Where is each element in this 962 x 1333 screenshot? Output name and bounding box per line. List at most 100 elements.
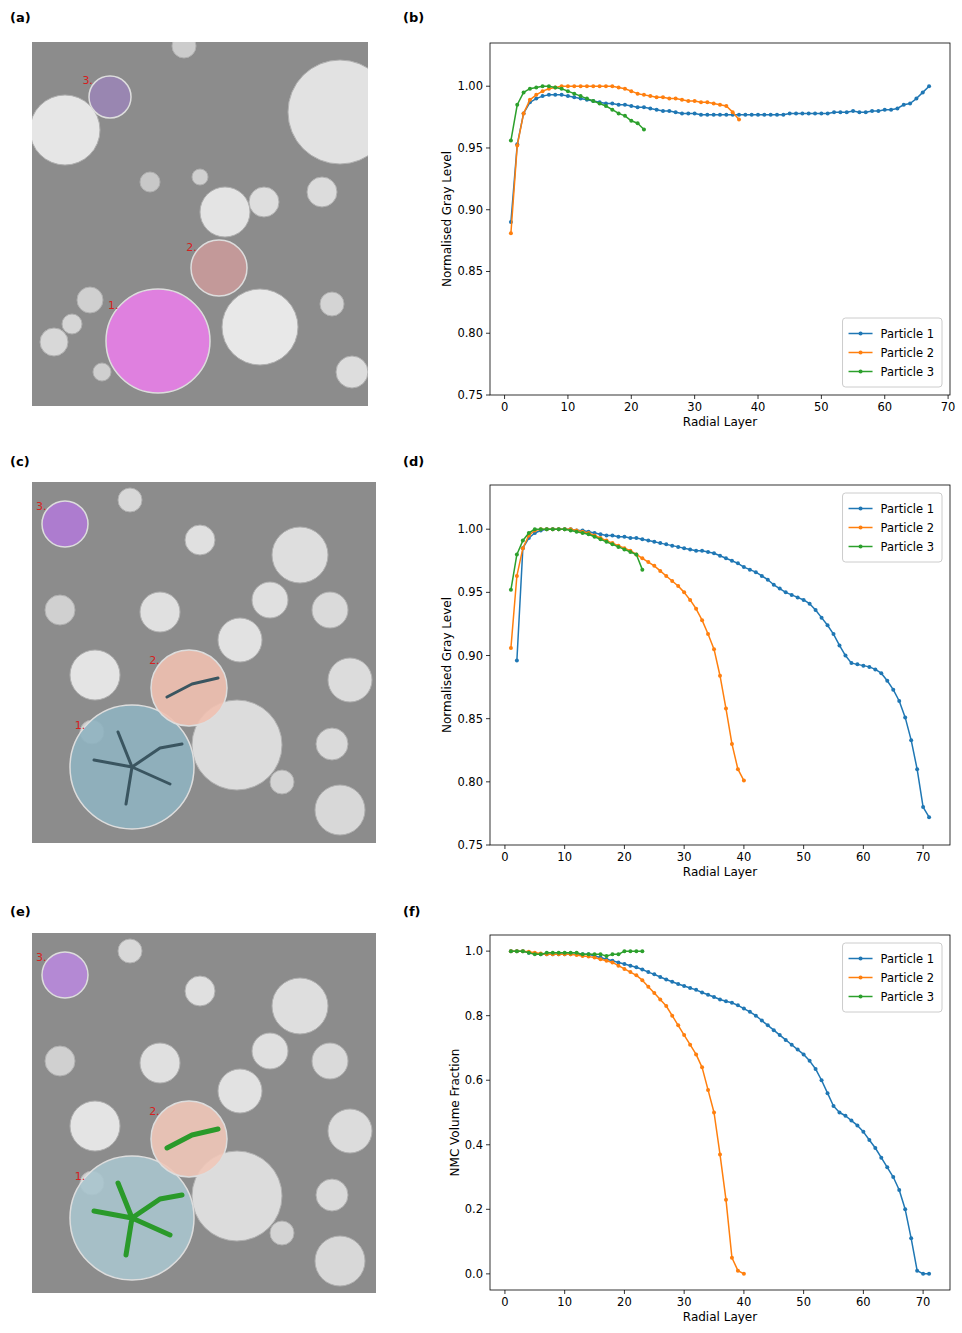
series-marker [915, 767, 919, 771]
legend-swatch-marker [859, 976, 863, 980]
series-marker [623, 103, 627, 107]
series-marker [756, 113, 760, 117]
y-tick [486, 1144, 490, 1145]
series-marker [593, 952, 597, 956]
y-tick-label: 1.0 [465, 944, 483, 958]
series-marker [724, 707, 728, 711]
series-marker [539, 952, 543, 956]
legend-label: Particle 1 [881, 502, 934, 516]
x-tick [863, 845, 864, 849]
x-axis-title: Radial Layer [683, 1310, 757, 1324]
series-marker [629, 89, 633, 93]
series-marker [855, 662, 859, 666]
series-marker [676, 545, 680, 549]
x-tick-label: 30 [677, 1295, 692, 1309]
y-tick-label: 0.8 [465, 1009, 483, 1023]
x-tick-label: 10 [561, 400, 576, 414]
series-marker [832, 1104, 836, 1108]
chart: (b)0102030405060700.750.800.850.900.951.… [403, 10, 955, 429]
series-line [517, 529, 929, 817]
series-marker [569, 528, 573, 532]
x-axis-title: Radial Layer [683, 865, 757, 879]
micrograph-background [32, 933, 376, 1293]
series-marker [551, 527, 555, 531]
y-tick-label: 0.80 [457, 775, 483, 789]
series-marker [648, 94, 652, 98]
series-marker [903, 1207, 907, 1211]
x-tick-label: 20 [617, 1295, 632, 1309]
series-marker [640, 949, 644, 953]
series-marker [636, 121, 640, 125]
series-marker [879, 671, 883, 675]
series-marker [682, 590, 686, 594]
y-tick-label: 0.90 [457, 203, 483, 217]
series-marker [646, 970, 650, 974]
background-particle [77, 287, 103, 313]
series-marker [634, 949, 638, 953]
series-marker [712, 551, 716, 555]
series-marker [652, 564, 656, 568]
series-marker [718, 103, 722, 107]
series-marker [921, 90, 925, 94]
series-marker [661, 109, 665, 113]
legend-label: Particle 3 [881, 990, 934, 1004]
series-marker [579, 94, 583, 98]
series-marker [569, 951, 573, 955]
chart: (f)0102030405060700.00.20.40.60.81.0Radi… [403, 904, 950, 1324]
series-marker [509, 231, 513, 235]
series-marker [712, 647, 716, 651]
series-marker [527, 531, 531, 535]
particle-label: 2. [149, 1105, 160, 1118]
series-marker [718, 674, 722, 678]
y-axis-title: Normalised Gray Level [440, 151, 454, 287]
series-marker [921, 1272, 925, 1276]
series-marker [778, 1033, 782, 1037]
legend-swatch-marker [859, 370, 863, 374]
legend-swatch-marker [859, 351, 863, 355]
series-marker [541, 84, 545, 88]
series-marker [902, 103, 906, 107]
series-marker [813, 111, 817, 115]
y-tick-label: 0.85 [457, 264, 483, 278]
micrograph: 1.2.3. [32, 933, 376, 1293]
series-marker [667, 109, 671, 113]
background-particle [140, 1043, 180, 1083]
series-marker [718, 1152, 722, 1156]
series-marker [826, 623, 830, 627]
series-marker [545, 527, 549, 531]
series-marker [509, 588, 513, 592]
legend-label: Particle 2 [881, 971, 934, 985]
series-marker [547, 84, 551, 88]
x-tick [884, 395, 885, 399]
y-tick-label: 1.00 [457, 522, 483, 536]
x-tick-label: 70 [916, 1295, 931, 1309]
series-marker [730, 742, 734, 746]
series-marker [883, 108, 887, 112]
series-marker [754, 570, 758, 574]
series-marker [515, 574, 519, 578]
series-marker [718, 113, 722, 117]
legend: Particle 1Particle 2Particle 3 [843, 493, 942, 562]
series-marker [534, 97, 538, 101]
x-tick [624, 845, 625, 849]
series-marker [533, 951, 537, 955]
y-tick-label: 0.2 [465, 1202, 483, 1216]
series-marker [914, 97, 918, 101]
series-marker [843, 1114, 847, 1118]
series-marker [515, 552, 519, 556]
series-marker [599, 537, 603, 541]
x-tick-label: 20 [624, 400, 639, 414]
series-marker [895, 106, 899, 110]
series-marker [521, 546, 525, 550]
series-marker [699, 100, 703, 104]
x-tick-label: 30 [677, 850, 692, 864]
series-marker [876, 109, 880, 113]
y-tick [486, 1209, 490, 1210]
background-particle [70, 1101, 120, 1151]
x-tick-label: 30 [687, 400, 702, 414]
series-marker [724, 1198, 728, 1202]
x-tick [684, 1290, 685, 1294]
particle-label: 3. [36, 500, 47, 513]
series-marker [680, 111, 684, 115]
series-marker [688, 547, 692, 551]
